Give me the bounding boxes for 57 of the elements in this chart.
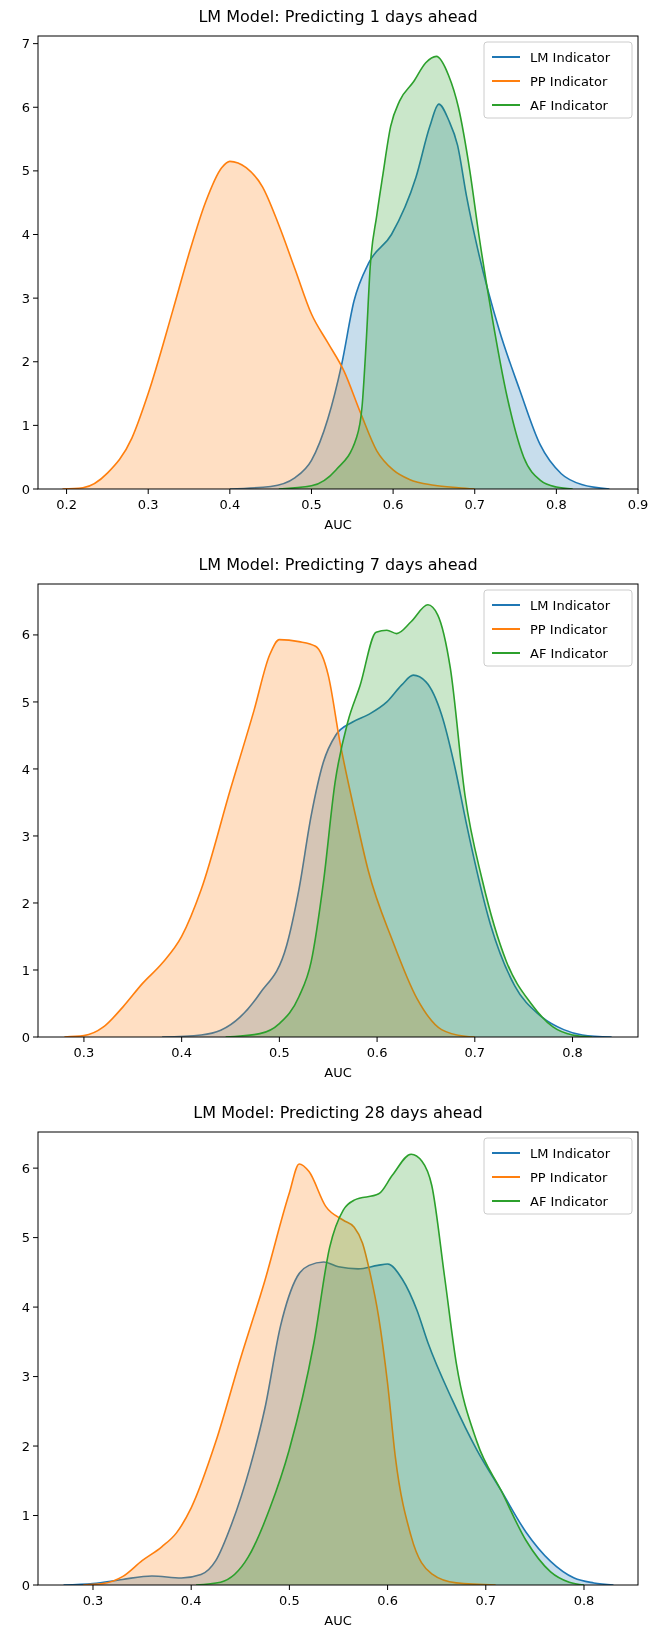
x-tick-label: 0.3 bbox=[137, 497, 159, 512]
x-tick-label: 0.6 bbox=[366, 1045, 388, 1060]
x-axis-title: AUC bbox=[324, 517, 352, 532]
chart-title: LM Model: Predicting 7 days ahead bbox=[198, 555, 478, 574]
legend-label: PP Indicator bbox=[530, 73, 608, 89]
y-tick-label: 3 bbox=[21, 290, 30, 306]
y-tick-label: 2 bbox=[21, 895, 30, 911]
x-tick-label: 0.7 bbox=[464, 497, 486, 512]
y-tick-label: 7 bbox=[21, 36, 30, 52]
y-tick-label: 6 bbox=[21, 1160, 30, 1176]
y-tick-label: 4 bbox=[21, 761, 30, 777]
y-tick-label: 1 bbox=[21, 1508, 30, 1524]
x-tick-label: 0.4 bbox=[219, 497, 241, 512]
y-tick-label: 3 bbox=[21, 828, 30, 844]
legend-label: PP Indicator bbox=[530, 621, 608, 637]
x-tick-label: 0.9 bbox=[627, 497, 649, 512]
legend-label: LM Indicator bbox=[530, 597, 611, 613]
x-tick-label: 0.5 bbox=[301, 497, 322, 512]
y-tick-label: 0 bbox=[21, 481, 30, 497]
x-tick-label: 0.2 bbox=[56, 497, 77, 512]
y-tick-label: 6 bbox=[21, 99, 30, 115]
x-tick-label: 0.5 bbox=[279, 1593, 300, 1608]
x-tick-label: 0.8 bbox=[573, 1593, 595, 1608]
legend-label: AF Indicator bbox=[530, 645, 609, 661]
legend-label: AF Indicator bbox=[530, 1193, 609, 1209]
x-tick-label: 0.3 bbox=[73, 1045, 95, 1060]
y-tick-label: 4 bbox=[21, 1299, 30, 1315]
x-tick-label: 0.4 bbox=[180, 1593, 202, 1608]
y-tick-label: 4 bbox=[21, 227, 30, 243]
y-tick-label: 3 bbox=[21, 1369, 30, 1385]
x-tick-label: 0.5 bbox=[269, 1045, 290, 1060]
y-tick-label: 2 bbox=[21, 354, 30, 370]
legend-label: LM Indicator bbox=[530, 1145, 611, 1161]
y-tick-label: 5 bbox=[21, 163, 30, 179]
chart-title: LM Model: Predicting 1 days ahead bbox=[198, 7, 478, 26]
x-tick-label: 0.6 bbox=[377, 1593, 398, 1608]
x-axis-title: AUC bbox=[324, 1065, 352, 1080]
y-tick-label: 0 bbox=[21, 1029, 30, 1045]
y-tick-label: 1 bbox=[21, 417, 30, 433]
x-tick-label: 0.3 bbox=[82, 1593, 104, 1608]
legend-label: AF Indicator bbox=[530, 97, 609, 113]
x-tick-label: 0.8 bbox=[546, 497, 567, 512]
y-tick-label: 0 bbox=[21, 1577, 30, 1593]
chart-title: LM Model: Predicting 28 days ahead bbox=[193, 1103, 483, 1122]
y-tick-label: 5 bbox=[21, 694, 30, 710]
x-tick-label: 0.7 bbox=[475, 1593, 497, 1608]
x-axis-title: AUC bbox=[324, 1613, 352, 1628]
legend-label: PP Indicator bbox=[530, 1169, 608, 1185]
x-tick-label: 0.7 bbox=[464, 1045, 486, 1060]
y-tick-label: 2 bbox=[21, 1438, 30, 1454]
legend-label: LM Indicator bbox=[530, 49, 611, 65]
x-tick-label: 0.8 bbox=[562, 1045, 583, 1060]
y-tick-label: 6 bbox=[21, 627, 30, 643]
x-tick-label: 0.4 bbox=[171, 1045, 192, 1060]
y-tick-label: 1 bbox=[21, 962, 30, 978]
x-tick-label: 0.6 bbox=[382, 497, 404, 512]
y-tick-label: 5 bbox=[21, 1230, 30, 1246]
